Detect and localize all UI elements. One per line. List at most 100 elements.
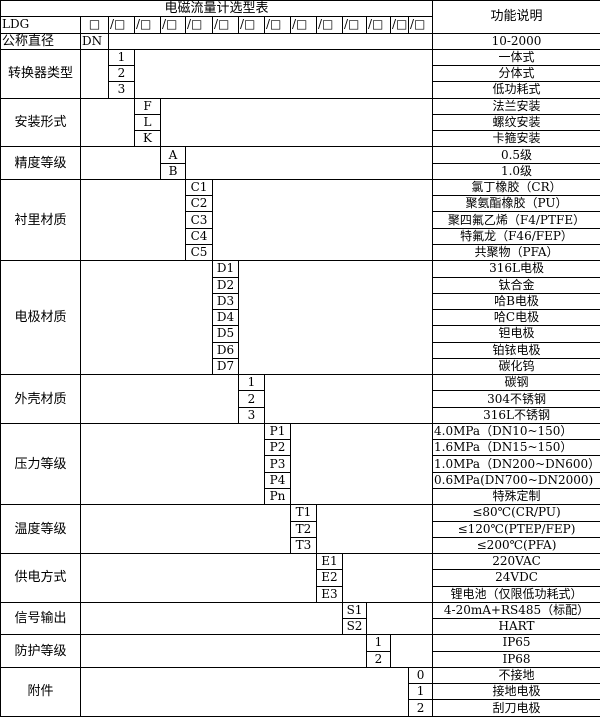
option-desc: 1.6MPa（DN15~150） [433, 440, 600, 456]
option-desc: 哈B电极 [433, 293, 600, 309]
option-desc: 316L不锈钢 [433, 407, 600, 423]
option-desc: 低功耗式 [433, 82, 600, 98]
blank-cell [81, 554, 317, 603]
option-code: 1 [367, 635, 391, 651]
option-desc: IP68 [433, 651, 600, 667]
table-title: 电磁流量计选型表 [1, 1, 433, 17]
option-desc: 特氟龙（F46/FEP） [433, 228, 600, 244]
option-desc: 哈C电极 [433, 310, 600, 326]
option-code: 2 [239, 391, 265, 407]
code-slot: /□ [291, 17, 317, 33]
section-label: 精度等级 [1, 147, 81, 180]
title-row: 电磁流量计选型表 功能说明 [1, 1, 600, 17]
option-desc: 碳钢 [433, 375, 600, 391]
option-code: E3 [317, 586, 343, 602]
function-title: 功能说明 [433, 1, 600, 34]
option-desc: IP65 [433, 635, 600, 651]
blank-cell [109, 33, 433, 49]
option-code: E1 [317, 554, 343, 570]
option-desc: 316L电极 [433, 261, 600, 277]
option-code: D5 [213, 326, 239, 342]
option-code: P4 [265, 472, 291, 488]
option-code: 3 [109, 82, 135, 98]
option-code: T1 [291, 505, 317, 521]
nominal-desc: 10-2000 [433, 33, 600, 49]
option-code: C2 [186, 196, 213, 212]
option-desc: 铂铱电极 [433, 342, 600, 358]
blank-cell [81, 98, 135, 147]
code-box: □ [81, 17, 109, 33]
option-code: C4 [186, 228, 213, 244]
option-code: D3 [213, 293, 239, 309]
option-code: C5 [186, 244, 213, 260]
blank-cell [81, 179, 186, 260]
option-desc: 不接地 [433, 667, 600, 683]
blank-cell [239, 261, 433, 375]
blank-cell [265, 375, 433, 424]
code-slot: /□ [343, 17, 367, 33]
blank-cell [81, 667, 409, 716]
blank-cell [391, 635, 433, 668]
blank-cell [367, 602, 433, 635]
option-desc: ≤120℃(PTEP/FEP) [433, 521, 600, 537]
option-code: D4 [213, 310, 239, 326]
option-code: Pn [265, 488, 291, 504]
option-code: 1 [409, 684, 433, 700]
section-label: 防护等级 [1, 635, 81, 668]
option-code: L [135, 114, 161, 130]
blank-cell [186, 147, 433, 180]
blank-cell [161, 98, 433, 147]
section-label: 压力等级 [1, 423, 81, 504]
option-desc: 聚四氟乙烯（F4/PTFE） [433, 212, 600, 228]
code-slot: /□ [391, 17, 409, 33]
model-prefix: LDG [1, 17, 81, 33]
option-code: E2 [317, 570, 343, 586]
code-slot: /□ [109, 17, 135, 33]
option-desc: 304不锈钢 [433, 391, 600, 407]
option-code: D1 [213, 261, 239, 277]
option-desc: 4-20mA+RS485（标配） [433, 602, 600, 618]
option-code: C1 [186, 179, 213, 195]
option-code: 1 [109, 49, 135, 65]
option-code: 2 [409, 700, 433, 716]
blank-cell [291, 423, 433, 504]
blank-cell [81, 635, 367, 668]
option-desc: 1.0MPa（DN200~DN600） [433, 456, 600, 472]
option-desc: 接地电极 [433, 684, 600, 700]
code-slot: /□ [135, 17, 161, 33]
option-code: F [135, 98, 161, 114]
option-desc: 螺纹安装 [433, 114, 600, 130]
blank-cell [81, 602, 343, 635]
option-code: P2 [265, 440, 291, 456]
nominal-label: 公称直径 [1, 33, 81, 49]
option-desc: 24VDC [433, 570, 600, 586]
option-desc: 1.0级 [433, 163, 600, 179]
option-desc: 4.0MPa（DN10~150） [433, 423, 600, 439]
option-code: S2 [343, 619, 367, 635]
option-desc: 锂电池（仅限低功耗式） [433, 586, 600, 602]
code-slot: /□ [367, 17, 391, 33]
section-label: 电极材质 [1, 261, 81, 375]
code-slot: /□ [186, 17, 213, 33]
option-desc: 氯丁橡胶（CR） [433, 179, 600, 195]
blank-cell [81, 49, 109, 98]
option-code: C3 [186, 212, 213, 228]
option-code: 0 [409, 667, 433, 683]
option-desc: 220VAC [433, 554, 600, 570]
nominal-row: 公称直径 DN 10-2000 [1, 33, 600, 49]
option-desc: 共聚物（PFA） [433, 244, 600, 260]
code-slot: /□ [161, 17, 186, 33]
code-slot: /□ [409, 17, 433, 33]
option-code: K [135, 131, 161, 147]
option-code: 3 [239, 407, 265, 423]
blank-cell [81, 505, 291, 554]
code-slot: /□ [213, 17, 239, 33]
section-label: 衬里材质 [1, 179, 81, 260]
